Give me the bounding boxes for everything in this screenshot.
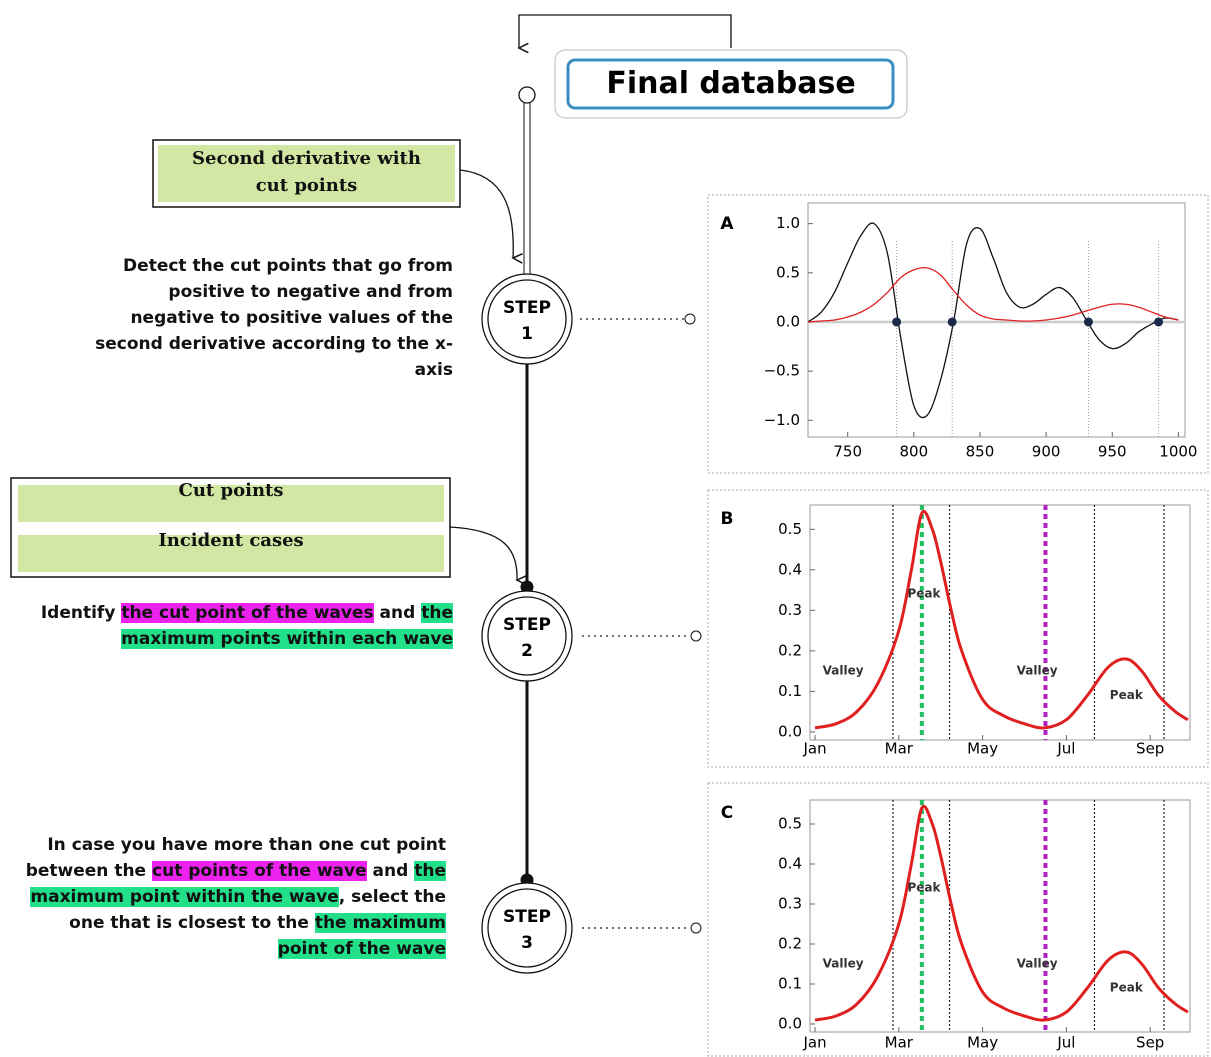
y-tick-label: 0.2 — [778, 641, 802, 659]
y-tick-label: 0.5 — [778, 815, 802, 833]
description-segment: Detect the cut points that go from posit… — [95, 256, 453, 380]
annotation: Valley — [823, 957, 864, 971]
series-line — [807, 266, 1179, 323]
x-tick-label: Mar — [885, 740, 914, 758]
description-segment: cut points of the wave — [152, 861, 367, 881]
step-label: STEP — [503, 907, 551, 927]
panel-label: C — [721, 803, 733, 823]
y-tick-label: 0.3 — [778, 601, 802, 619]
x-tick-label: 800 — [900, 443, 929, 461]
x-tick-label: May — [967, 1034, 998, 1052]
description-segment: the cut point of the waves — [121, 603, 374, 623]
x-tick-label: 850 — [966, 443, 995, 461]
x-tick-label: 900 — [1032, 443, 1061, 461]
series-line — [814, 510, 1189, 730]
db-title: Final database — [606, 66, 855, 101]
x-tick-label: May — [967, 740, 998, 758]
y-tick-label: 0.0 — [778, 722, 802, 740]
y-tick-label: 0.1 — [778, 682, 802, 700]
input-arrow — [459, 169, 523, 264]
x-tick-label: Sep — [1136, 740, 1164, 758]
series-line — [807, 222, 1179, 419]
x-tick-label: Sep — [1136, 1034, 1164, 1052]
y-tick-label: 0.4 — [778, 855, 802, 873]
x-tick-label: Mar — [885, 1034, 914, 1052]
annotation: Peak — [907, 881, 941, 895]
panel-label: A — [720, 214, 734, 234]
step-description: Detect the cut points that go from posit… — [83, 253, 453, 383]
annotation: Valley — [823, 664, 864, 678]
description-segment: In case you have more than one cut point… — [25, 835, 446, 881]
plot-frame — [809, 799, 1191, 1033]
step-number: 1 — [521, 324, 533, 344]
start-node — [518, 86, 536, 104]
y-tick-label: 0.4 — [778, 560, 802, 578]
y-tick-label: 0.1 — [778, 975, 802, 993]
panel-label: B — [721, 509, 734, 529]
x-tick-label: Jul — [1056, 740, 1075, 758]
link-end — [690, 922, 702, 934]
y-tick-label: 0.5 — [776, 263, 800, 281]
cut-point — [1154, 317, 1164, 327]
input-label: Cut points — [178, 480, 284, 501]
y-tick-label: 0.0 — [776, 312, 800, 330]
y-tick-label: 0.5 — [778, 520, 802, 538]
description-segment: , select the one that is closest to the — [69, 887, 446, 933]
annotation: Peak — [1110, 981, 1144, 995]
step-number: 2 — [521, 641, 533, 661]
y-tick-label: 0.0 — [778, 1015, 802, 1033]
x-tick-label: Jul — [1056, 1034, 1075, 1052]
annotation: Valley — [1017, 957, 1058, 971]
y-tick-label: −0.5 — [764, 362, 800, 380]
input-fill — [158, 145, 455, 202]
input-label: Incident cases — [158, 530, 304, 551]
y-tick-label: 0.2 — [778, 935, 802, 953]
plot-frame — [809, 504, 1191, 741]
cut-point — [1083, 317, 1093, 327]
input-fill — [18, 485, 444, 522]
description-segment: and — [373, 603, 422, 623]
step-label: STEP — [503, 298, 551, 318]
step-number: 3 — [521, 933, 533, 953]
panel-frame — [707, 782, 1209, 1057]
link-end — [690, 630, 702, 642]
x-tick-label: 750 — [833, 443, 862, 461]
link-end — [684, 313, 696, 325]
y-tick-label: 1.0 — [776, 214, 800, 232]
x-tick-label: 1000 — [1159, 443, 1197, 461]
cut-point — [892, 317, 902, 327]
cut-point — [947, 317, 957, 327]
panel-frame — [707, 489, 1209, 768]
x-tick-label: 950 — [1098, 443, 1127, 461]
y-tick-label: 0.3 — [778, 895, 802, 913]
x-tick-label: Jan — [802, 1034, 826, 1052]
series-line — [814, 804, 1189, 1022]
input-fill — [18, 535, 444, 572]
step-description: In case you have more than one cut point… — [20, 832, 446, 962]
annotation: Valley — [1017, 664, 1058, 678]
step-node-inner — [487, 888, 567, 968]
input-label: Second derivative with — [192, 148, 421, 169]
step-description: Identify the cut point of the waves and … — [40, 600, 453, 652]
annotation: Peak — [907, 587, 941, 601]
step-node-inner — [487, 279, 567, 359]
description-segment: Identify — [40, 603, 122, 623]
db-inner — [566, 58, 895, 110]
input-label: cut points — [255, 175, 358, 196]
return-arrow — [517, 14, 732, 54]
step-node-inner — [487, 596, 567, 676]
panel-frame — [707, 194, 1209, 474]
input-arrow — [449, 526, 527, 586]
y-tick-label: −1.0 — [764, 411, 800, 429]
x-tick-label: Jan — [802, 740, 826, 758]
flow — [10, 14, 1209, 1057]
description-segment: and — [366, 861, 415, 881]
step-label: STEP — [503, 615, 551, 635]
annotation: Peak — [1110, 688, 1144, 702]
